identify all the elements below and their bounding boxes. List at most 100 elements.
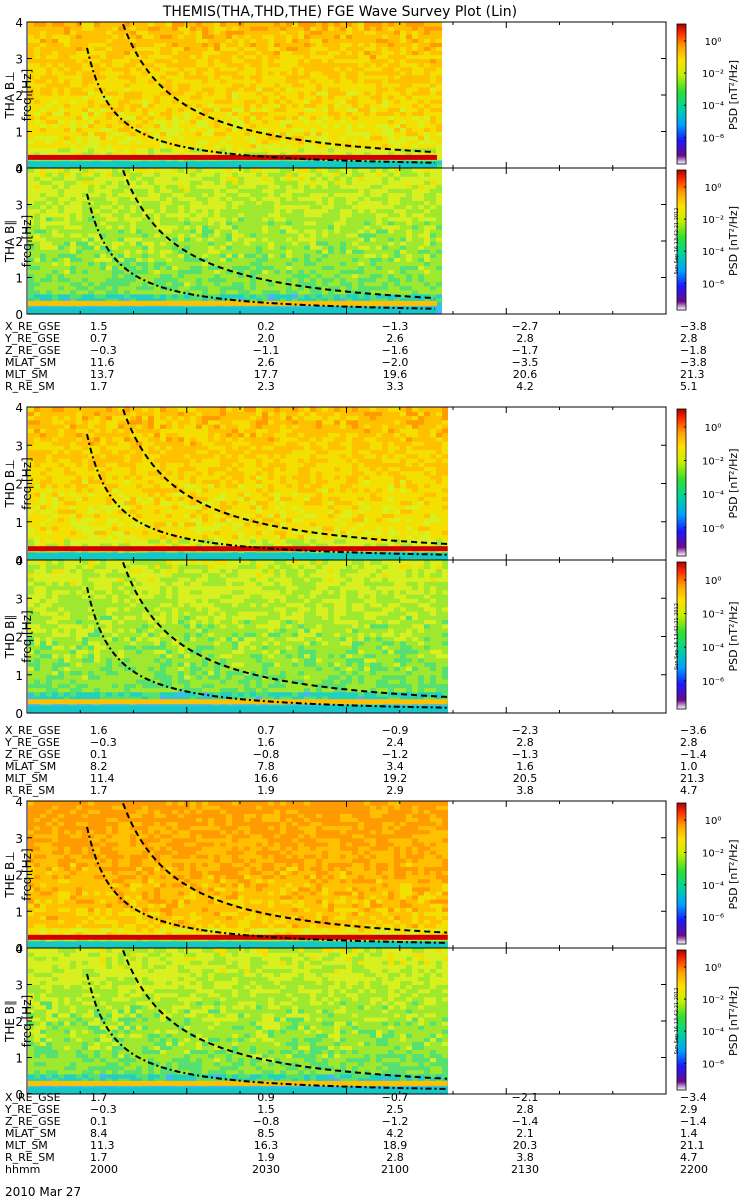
spectrogram-cell xyxy=(172,147,178,153)
spectrogram-cell xyxy=(406,208,412,214)
spectrogram-cell xyxy=(94,261,100,266)
spectrogram-cell xyxy=(418,289,424,295)
spectrogram-cell xyxy=(382,241,388,246)
spectrogram-cell xyxy=(148,22,154,27)
spectrogram-cell xyxy=(124,216,130,222)
spectrogram-cell xyxy=(430,208,436,214)
spectrogram-cell xyxy=(226,176,232,181)
spectrogram-cell xyxy=(40,123,46,129)
spectrogram-cell xyxy=(88,241,94,246)
spectrogram-cell xyxy=(280,131,286,137)
spectrogram-cell xyxy=(58,143,64,149)
spectrogram-cell xyxy=(178,151,184,157)
spectrogram-cell xyxy=(400,139,406,145)
spectrogram-cell xyxy=(304,265,310,270)
spectrogram-cell xyxy=(178,269,184,275)
spectrogram-cell xyxy=(202,184,208,189)
spectrogram-cell xyxy=(334,107,340,112)
spectrogram-cell xyxy=(430,103,436,108)
spectrogram-cell xyxy=(190,176,196,181)
spectrogram-cell xyxy=(250,139,256,145)
spectrogram-cell xyxy=(304,139,310,145)
spectrogram-cell xyxy=(148,99,154,104)
spectrogram-cell xyxy=(310,46,316,51)
spectrogram-cell xyxy=(214,95,220,100)
spectrogram-cell xyxy=(286,82,292,88)
spectrogram-cell xyxy=(340,249,346,254)
spectrogram-cell xyxy=(76,54,82,60)
spectrogram-cell xyxy=(268,131,274,137)
spectrogram-cell xyxy=(418,249,424,254)
spectrogram-cell xyxy=(130,38,136,43)
spectrogram-cell xyxy=(256,95,262,100)
spectrogram-cell xyxy=(232,236,238,242)
spectrogram-cell xyxy=(340,212,346,218)
spectrogram-cell xyxy=(304,196,310,202)
spectrogram-cell xyxy=(136,147,142,153)
spectrogram-cell xyxy=(316,289,322,295)
spectrogram-cell xyxy=(346,46,352,51)
spectrogram-cell xyxy=(172,111,178,116)
spectrogram-cell xyxy=(148,285,154,291)
spectrogram-cell xyxy=(40,168,46,173)
spectrogram-cell xyxy=(364,115,370,120)
spectrogram-cell xyxy=(112,216,118,222)
spectrogram-cell xyxy=(202,236,208,242)
spectrogram-cell xyxy=(400,54,406,60)
spectrogram-cell xyxy=(190,74,196,80)
spectrogram-cell xyxy=(160,70,166,76)
spectrogram-cell xyxy=(352,78,358,84)
spectrogram-cell xyxy=(292,99,298,104)
spectrogram-cell xyxy=(424,107,430,112)
spectrogram-cell xyxy=(166,103,172,108)
spectrogram-cell xyxy=(190,224,196,230)
spectrogram-cell xyxy=(112,26,118,31)
spectrogram-cell xyxy=(256,62,262,68)
spectrogram-cell xyxy=(70,192,76,197)
y-tick-label: 0 xyxy=(15,162,23,176)
spectrogram-cell xyxy=(328,192,334,197)
spectrogram-cell xyxy=(412,265,418,270)
spectrogram-cell xyxy=(196,253,202,258)
spectrogram-cell xyxy=(346,147,352,153)
spectrogram-cell xyxy=(112,70,118,76)
spectrogram-cell xyxy=(100,236,106,242)
spectrogram-cell xyxy=(280,78,286,84)
spectrogram-cell xyxy=(40,143,46,149)
spectrogram-cell xyxy=(358,131,364,137)
spectrogram-cell xyxy=(334,151,340,157)
spectrogram-cell xyxy=(400,168,406,173)
spectrogram-cell xyxy=(34,236,40,242)
spectrogram-cell xyxy=(70,123,76,129)
spectrogram-cell xyxy=(298,70,304,76)
spectrogram-cell xyxy=(436,143,442,149)
spectrogram-cell xyxy=(358,200,364,206)
spectrogram-cell xyxy=(196,208,202,214)
spectrogram-cell xyxy=(430,82,436,88)
spectrogram-cell xyxy=(298,249,304,254)
spectrogram-cell xyxy=(424,293,430,299)
spectrogram-cell xyxy=(184,253,190,258)
spectrogram-cell xyxy=(316,58,322,64)
spectrogram-cell xyxy=(82,42,88,47)
spectrogram-cell xyxy=(382,180,388,185)
spectrogram-cell xyxy=(328,293,334,299)
spectrogram-cell xyxy=(88,200,94,206)
spectrogram-cell xyxy=(358,127,364,133)
spectrogram-cell xyxy=(112,119,118,124)
spectrogram-cell xyxy=(28,216,34,222)
spectrogram-cell xyxy=(298,46,304,51)
spectrogram-cell xyxy=(280,99,286,104)
spectrogram-cell xyxy=(388,192,394,197)
spectrogram-cell xyxy=(310,228,316,234)
spectrogram-cell xyxy=(58,46,64,51)
spectrogram-cell xyxy=(190,293,196,299)
spectrogram-cell xyxy=(322,253,328,258)
spectrogram-cell xyxy=(118,232,124,238)
spectrogram-cell xyxy=(220,115,226,120)
spectrogram-cell xyxy=(220,253,226,258)
spectrogram-cell xyxy=(28,74,34,80)
spectrogram-cell xyxy=(244,50,250,56)
spectrogram-cell xyxy=(52,82,58,88)
spectrogram-cell xyxy=(148,224,154,230)
